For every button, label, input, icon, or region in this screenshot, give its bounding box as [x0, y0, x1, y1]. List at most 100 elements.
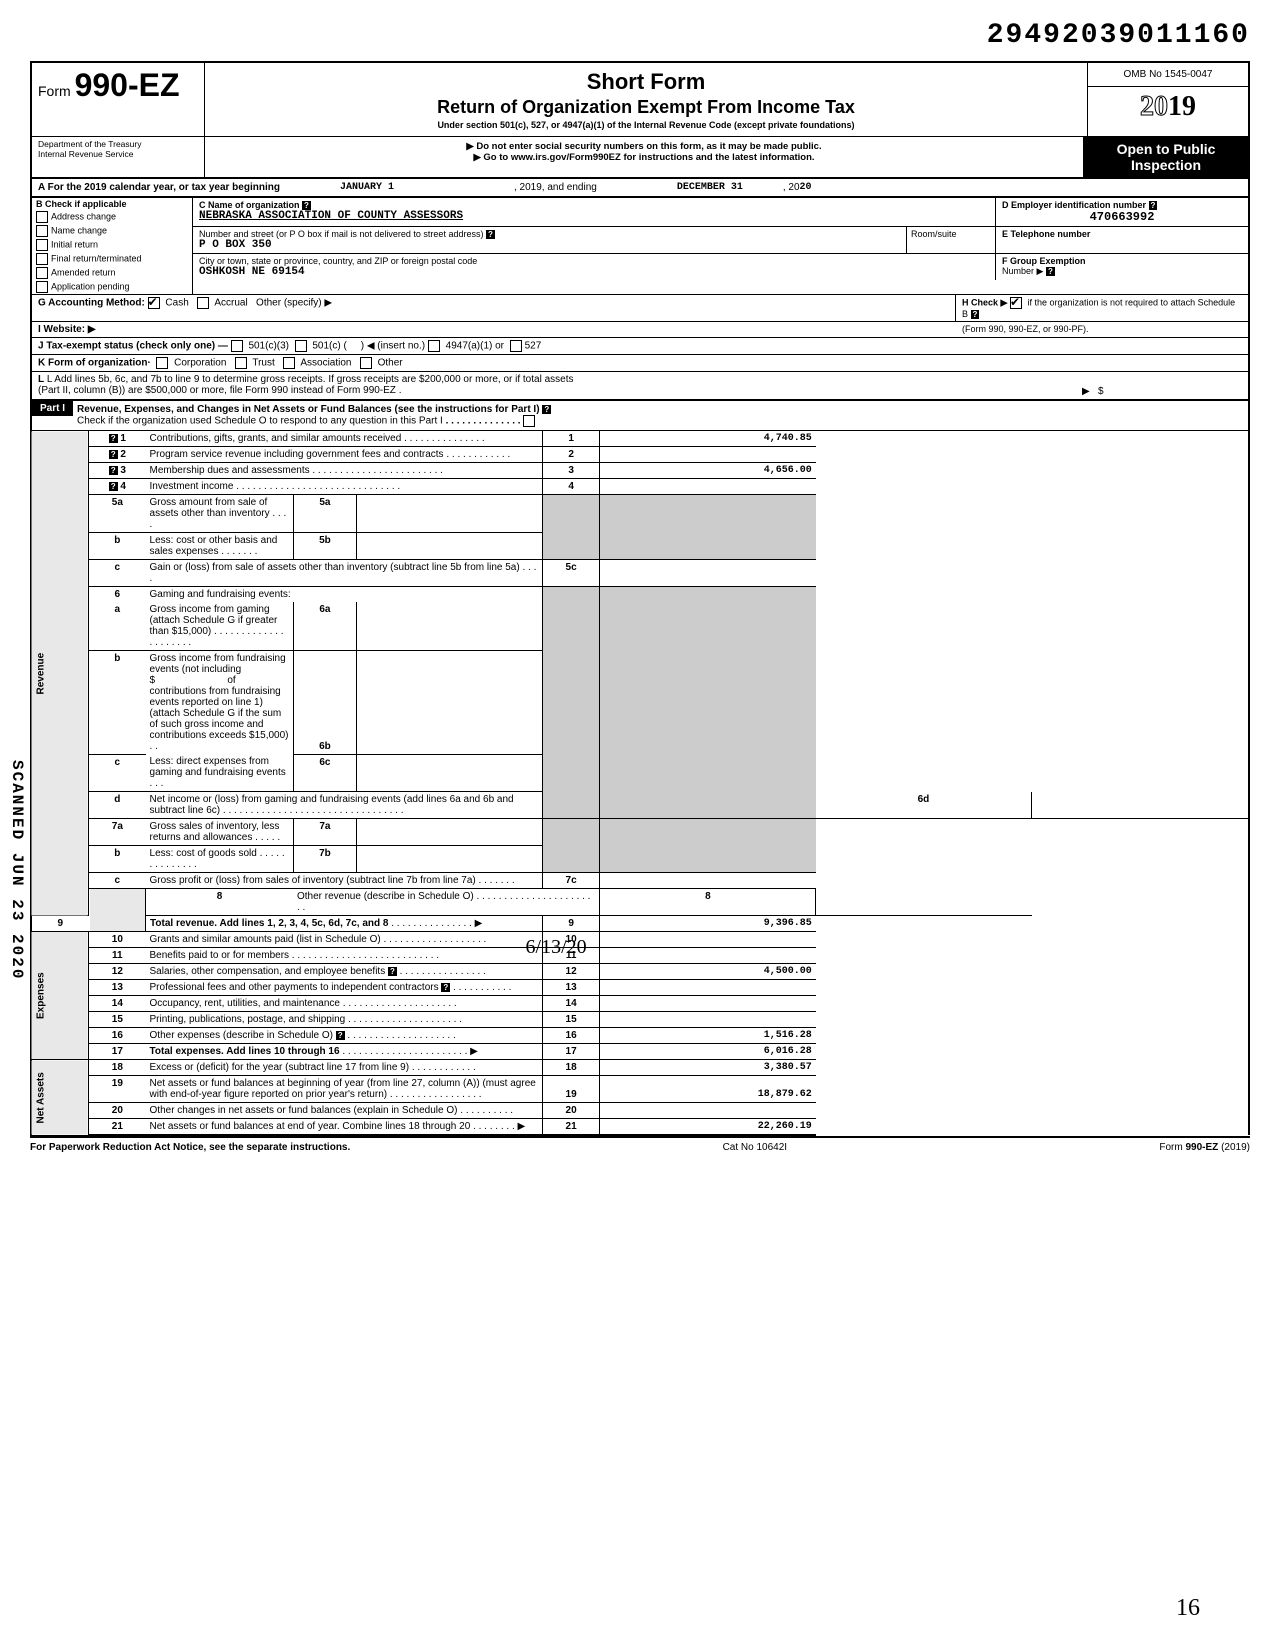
- check-final[interactable]: [36, 253, 48, 265]
- line-20: 20 Other changes in net assets or fund b…: [31, 1103, 1249, 1119]
- line-20-val: [600, 1103, 816, 1119]
- lines-table: Revenue ? 1 Contributions, gifts, grants…: [30, 431, 1250, 1136]
- check-4947[interactable]: [428, 340, 440, 352]
- help-icon[interactable]: ?: [1149, 201, 1158, 210]
- row-l: L L Add lines 5b, 6c, and 7b to line 9 t…: [30, 371, 1250, 401]
- col-b: B Check if applicable Address change Nam…: [32, 198, 193, 294]
- check-corp[interactable]: [156, 357, 168, 369]
- line-15: 15 Printing, publications, postage, and …: [31, 1012, 1249, 1028]
- help-icon[interactable]: ?: [1046, 267, 1055, 276]
- line-5c: c Gain or (loss) from sale of assets oth…: [31, 560, 1249, 587]
- l-text1: L Add lines 5b, 6c, and 7b to line 9 to …: [47, 374, 574, 385]
- check-h[interactable]: [1010, 297, 1022, 309]
- part1-title: Revenue, Expenses, and Changes in Net As…: [77, 404, 540, 415]
- form-title2: Return of Organization Exempt From Incom…: [211, 97, 1081, 118]
- line-17: 17 Total expenses. Add lines 10 through …: [31, 1044, 1249, 1060]
- line-6d-desc: Net income or (loss) from gaming and fun…: [150, 794, 514, 816]
- check-assoc[interactable]: [283, 357, 295, 369]
- line-17-val: 6,016.28: [600, 1044, 816, 1060]
- col-c-addr: Number and street (or P O box if mail is…: [193, 227, 906, 253]
- check-trust[interactable]: [235, 357, 247, 369]
- form-number: 990-EZ: [75, 67, 180, 103]
- j-label: J Tax-exempt status (check only one) —: [38, 341, 228, 352]
- h-sub: (Form 990, 990-EZ, or 990-PF).: [956, 322, 1248, 337]
- check-pending[interactable]: [36, 281, 48, 293]
- b-item-5: Application pending: [51, 281, 130, 291]
- check-cash[interactable]: [148, 297, 160, 309]
- check-initial[interactable]: [36, 239, 48, 251]
- line-4-desc: Investment income: [150, 481, 234, 492]
- page-footer: For Paperwork Reduction Act Notice, see …: [30, 1136, 1250, 1157]
- line-12-val: 4,500.00: [600, 964, 816, 980]
- box-7a: 7a: [293, 819, 357, 846]
- a-begin: JANUARY 1: [340, 182, 394, 193]
- footer-left: For Paperwork Reduction Act Notice, see …: [30, 1142, 350, 1153]
- form-header: Form 990-EZ Short Form Return of Organiz…: [30, 61, 1250, 136]
- help-icon[interactable]: ?: [388, 967, 397, 976]
- line-3: ? 3 Membership dues and assessments . . …: [31, 463, 1249, 479]
- check-527[interactable]: [510, 340, 522, 352]
- b-item-2: Initial return: [51, 239, 98, 249]
- check-501c3[interactable]: [231, 340, 243, 352]
- form-subtitle: Under section 501(c), 527, or 4947(a)(1)…: [211, 120, 1081, 130]
- col-f: F Group Exemption Number ▶ ?: [995, 254, 1248, 280]
- a-yr: 20: [800, 182, 812, 193]
- j-1: 501(c) (: [312, 341, 346, 352]
- col-h: H Check ▶ if the organization is not req…: [955, 295, 1248, 321]
- line-7b-desc: Less: cost of goods sold: [150, 848, 257, 859]
- org-city: OSHKOSH NE 69154: [199, 266, 305, 278]
- d-label: D Employer identification number: [1002, 200, 1146, 210]
- line-1: Revenue ? 1 Contributions, gifts, grants…: [31, 431, 1249, 447]
- line-11: 11 Benefits paid to or for members . . .…: [31, 948, 1249, 964]
- line-13-desc: Professional fees and other payments to …: [150, 982, 439, 993]
- check-name[interactable]: [36, 225, 48, 237]
- help-icon[interactable]: ?: [109, 434, 118, 443]
- help-icon[interactable]: ?: [336, 1031, 345, 1040]
- open-public-badge: Open to Public Inspection: [1083, 137, 1248, 177]
- box-6c: 6c: [293, 754, 357, 792]
- a-end: DECEMBER 31: [677, 182, 743, 193]
- help-icon[interactable]: ?: [109, 482, 118, 491]
- line-6-desc: Gaming and fundraising events:: [150, 589, 291, 600]
- line-21: 21 Net assets or fund balances at end of…: [31, 1119, 1249, 1136]
- l-arrow: ▶: [1082, 386, 1090, 397]
- line-18: Net Assets 18 Excess or (deficit) for th…: [31, 1060, 1249, 1076]
- line-18-val: 3,380.57: [600, 1060, 816, 1076]
- check-amended[interactable]: [36, 267, 48, 279]
- check-scho[interactable]: [523, 415, 535, 427]
- line-18-desc: Excess or (deficit) for the year (subtra…: [150, 1062, 410, 1073]
- k-0: Corporation: [174, 358, 226, 369]
- col-e: E Telephone number: [995, 227, 1248, 253]
- help-icon[interactable]: ?: [542, 405, 551, 414]
- help-icon[interactable]: ?: [109, 450, 118, 459]
- line-9-desc: Total revenue. Add lines 1, 2, 3, 4, 5c,…: [150, 918, 388, 929]
- check-accrual[interactable]: [197, 297, 209, 309]
- line-10-desc: Grants and similar amounts paid (list in…: [150, 934, 381, 945]
- form-label-box: Form 990-EZ: [32, 63, 205, 136]
- line-2: ? 2 Program service revenue including go…: [31, 447, 1249, 463]
- footer-mid: Cat No 10642I: [723, 1142, 788, 1153]
- line-16-val: 1,516.28: [600, 1028, 816, 1044]
- line-6: 6 Gaming and fundraising events:: [31, 587, 1249, 603]
- line-7c-val: [600, 873, 816, 889]
- check-501c[interactable]: [295, 340, 307, 352]
- check-address[interactable]: [36, 211, 48, 223]
- check-other[interactable]: [360, 357, 372, 369]
- help-icon[interactable]: ?: [302, 201, 311, 210]
- e-label: E Telephone number: [1002, 229, 1090, 239]
- help-icon[interactable]: ?: [441, 983, 450, 992]
- help-icon[interactable]: ?: [971, 310, 980, 319]
- help-icon[interactable]: ?: [486, 230, 495, 239]
- handwritten-date: 6/13/20: [526, 936, 587, 959]
- line-9: 9 Total revenue. Add lines 1, 2, 3, 4, 5…: [31, 916, 1249, 932]
- row-g: G Accounting Method: Cash Accrual Other …: [30, 294, 1250, 321]
- form-title-box: Short Form Return of Organization Exempt…: [205, 63, 1087, 136]
- line-6a-desc: Gross income from gaming (attach Schedul…: [150, 604, 278, 637]
- line-14-desc: Occupancy, rent, utilities, and maintena…: [150, 998, 340, 1009]
- line-7a-desc: Gross sales of inventory, less returns a…: [150, 821, 280, 843]
- help-icon[interactable]: ?: [109, 466, 118, 475]
- scanned-stamp: SCANNED JUN 23 2020: [8, 760, 26, 980]
- j-2: ) ◀ (insert no.): [361, 341, 425, 352]
- form-prefix: Form: [38, 83, 71, 99]
- box-7b: 7b: [293, 846, 357, 873]
